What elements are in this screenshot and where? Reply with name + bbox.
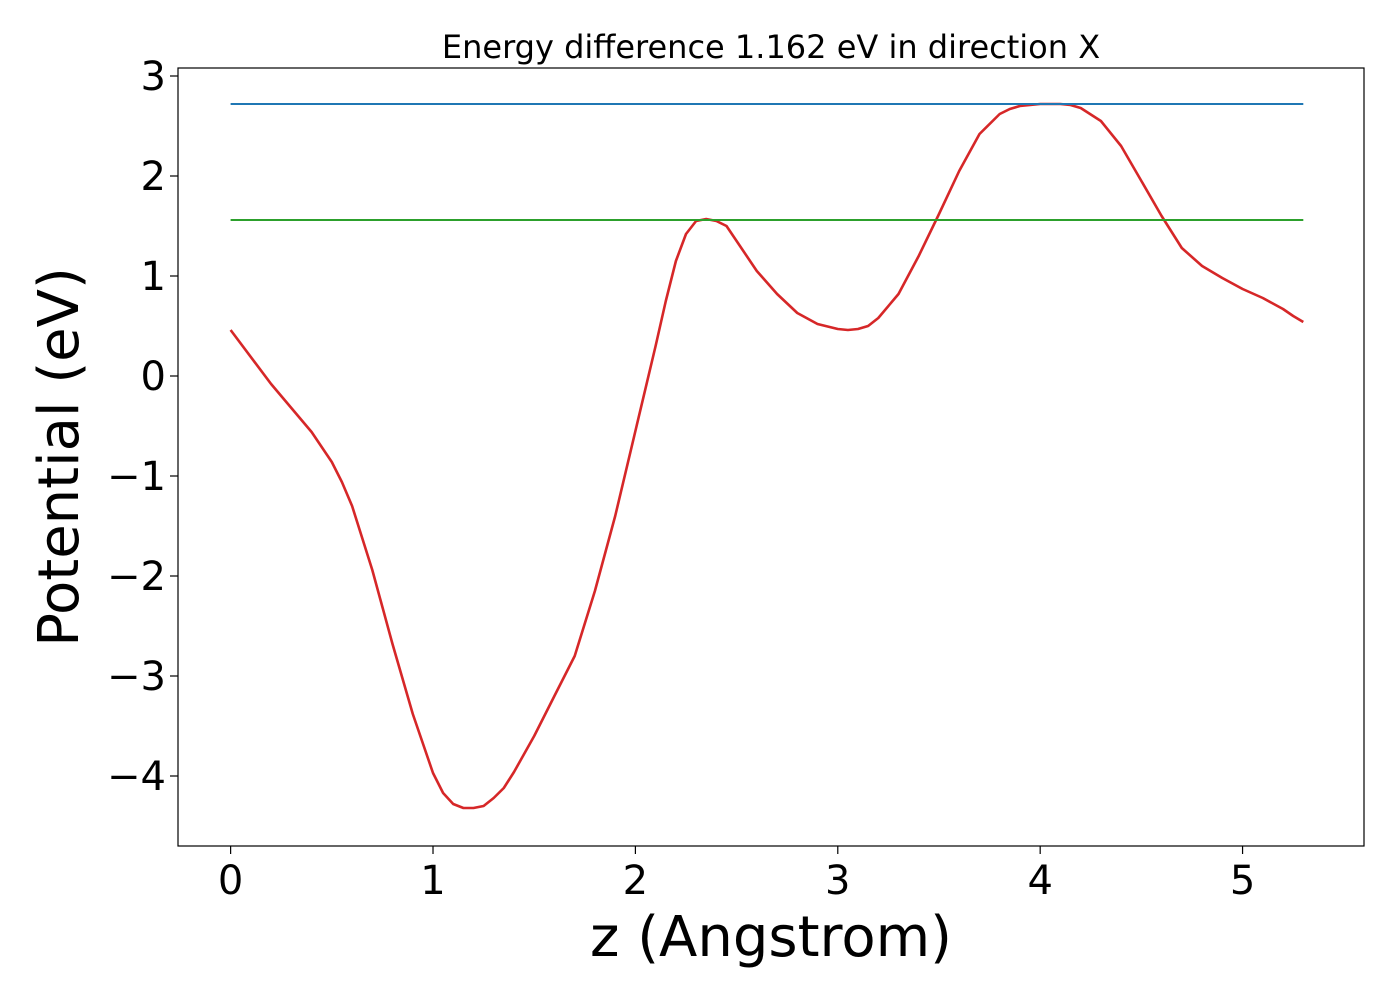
x-tick-label: 1 [420, 858, 445, 904]
x-axis: 0 1 2 3 4 5 [218, 846, 1255, 904]
y-tick-label: 3 [141, 54, 166, 100]
y-tick-label: 1 [141, 254, 166, 300]
series-line-0 [229, 102, 1304, 810]
x-tick-label: 4 [1027, 858, 1052, 904]
y-tick-label: 0 [141, 354, 166, 400]
chart-title: Energy difference 1.162 eV in direction … [442, 28, 1100, 66]
x-tick-label: 3 [825, 858, 850, 904]
x-tick-label: 5 [1230, 858, 1255, 904]
y-axis-label: Potential (eV) [27, 267, 92, 647]
y-tick-label: −1 [107, 454, 166, 500]
y-tick-label: −4 [107, 754, 166, 800]
y-tick-label: −3 [107, 654, 166, 700]
x-tick-label: 2 [623, 858, 648, 904]
plot-area [229, 102, 1304, 810]
x-tick-label: 0 [218, 858, 243, 904]
y-axis: 3 2 1 0 −1 −2 −3 −4 [107, 54, 178, 800]
x-axis-label: z (Angstrom) [590, 905, 952, 970]
y-tick-label: 2 [141, 154, 166, 200]
y-tick-label: −2 [107, 554, 166, 600]
axes-frame [177, 67, 1365, 847]
